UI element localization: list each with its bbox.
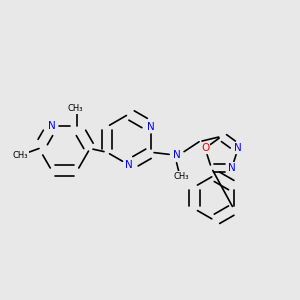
Text: N: N — [234, 143, 242, 153]
Text: N: N — [125, 160, 133, 170]
Text: CH₃: CH₃ — [68, 104, 83, 113]
Text: CH₃: CH₃ — [173, 172, 189, 181]
Text: O: O — [201, 143, 209, 153]
Text: CH₃: CH₃ — [13, 151, 28, 160]
Text: N: N — [228, 163, 236, 173]
Text: N: N — [48, 122, 56, 131]
Text: N: N — [173, 150, 181, 160]
Text: N: N — [147, 122, 155, 132]
